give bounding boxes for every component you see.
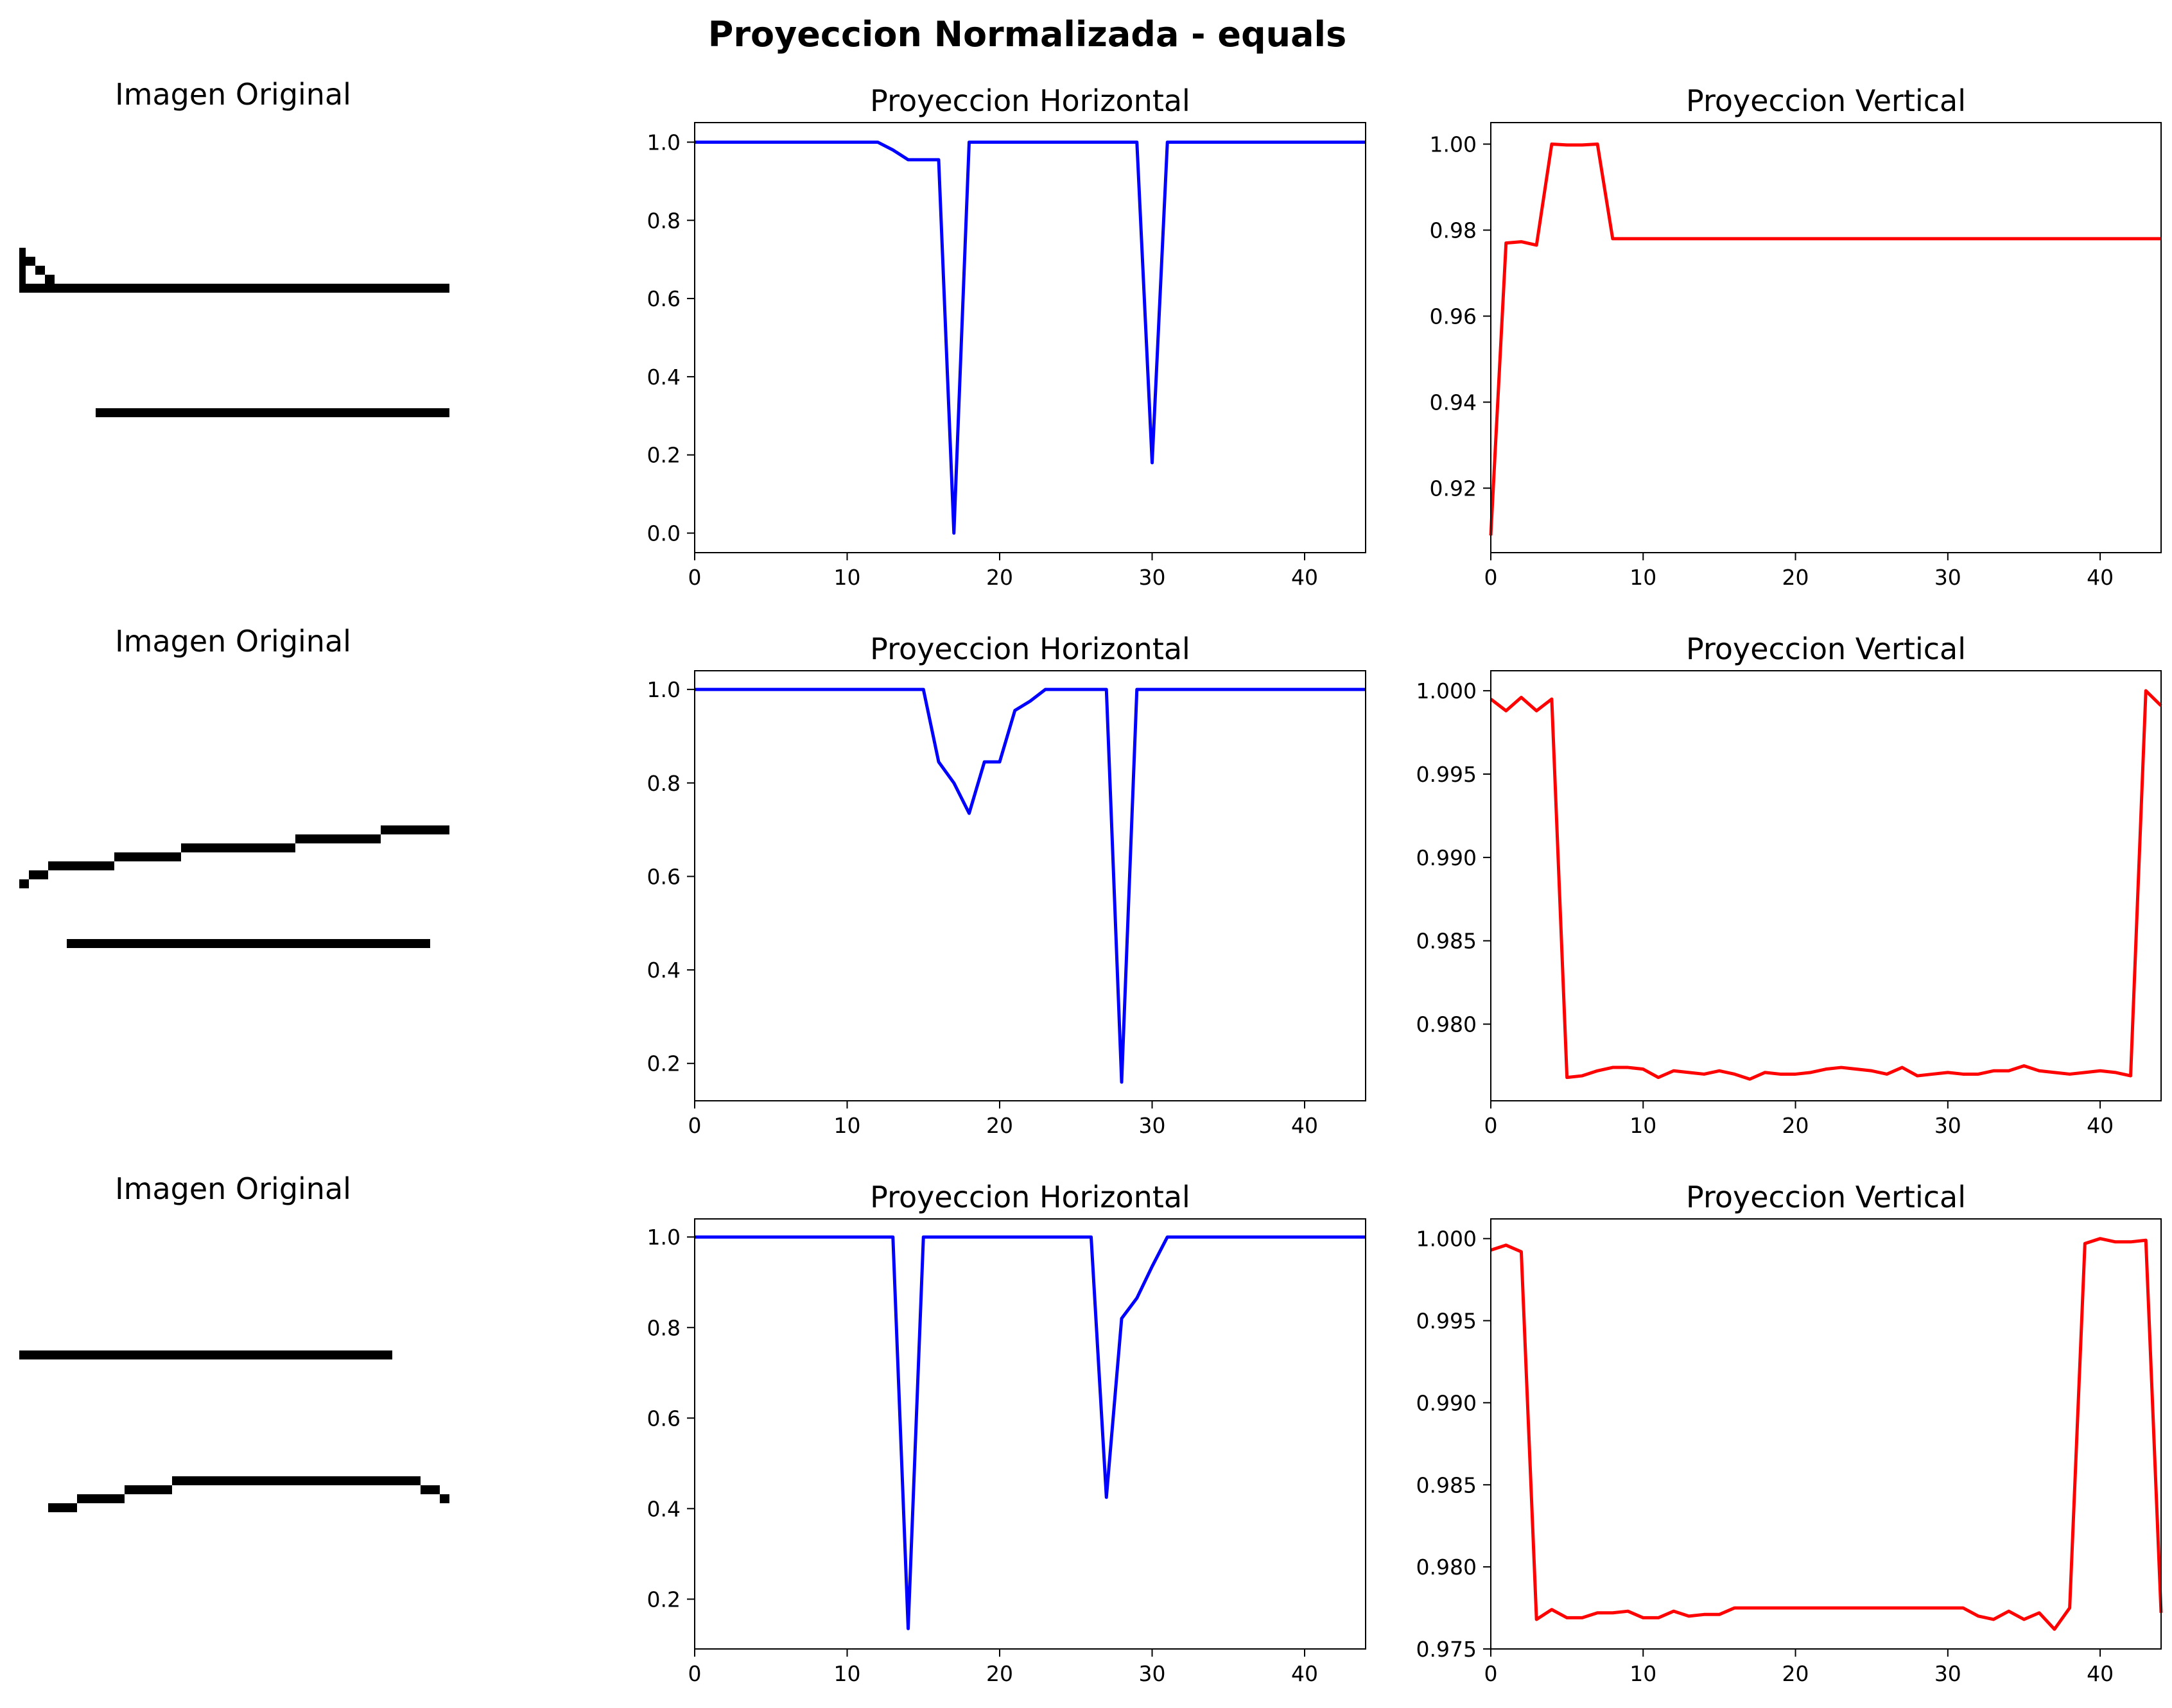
- y-tick-label: 0.94: [1430, 390, 1477, 415]
- y-tick-label: 1.0: [647, 130, 681, 155]
- series-line: [695, 140, 1366, 535]
- axes-frame: [694, 122, 1366, 553]
- x-tick-label: 0: [1484, 565, 1498, 590]
- x-tick-label: 30: [1934, 1661, 1961, 1686]
- x-tick-label: 40: [1291, 1113, 1318, 1138]
- y-tick-label: 0.8: [647, 1315, 681, 1340]
- axes-frame: [1490, 1218, 2162, 1650]
- y-tick-label: 0.2: [647, 1587, 681, 1612]
- equals-glyph-image: [19, 825, 449, 948]
- x-tick-label: 40: [2087, 1661, 2114, 1686]
- x-tick-label: 20: [986, 1113, 1013, 1138]
- y-tick-label: 0.985: [1416, 929, 1477, 954]
- y-tick-label: 1.000: [1416, 1227, 1477, 1252]
- axes-frame: [694, 1218, 1366, 1650]
- charts: Proyeccion Horizontal 0 10 20 30 40 0.0 0.2 0.4 0…: [647, 83, 2163, 1686]
- equals-glyph-image: [19, 248, 449, 417]
- original-image-row-0: Imagen Original: [19, 77, 449, 417]
- series-line: [1489, 142, 2161, 536]
- x-tick-label: 20: [986, 1661, 1013, 1686]
- axes-frame: [694, 670, 1366, 1101]
- original-image-row-1: Imagen Original: [19, 624, 449, 948]
- image-title: Imagen Original: [115, 624, 351, 659]
- y-tick-label: 0.4: [647, 1496, 681, 1521]
- x-tick-label: 20: [1782, 1661, 1809, 1686]
- x-tick-label: 0: [1484, 1661, 1498, 1686]
- x-tick-label: 0: [688, 1113, 702, 1138]
- x-tick-label: 40: [2087, 565, 2114, 590]
- chart-title: Proyeccion Horizontal: [870, 83, 1190, 118]
- y-tick-label: 0.980: [1416, 1012, 1477, 1037]
- chart-title: Proyeccion Vertical: [1686, 1180, 1966, 1214]
- y-tick-label: 0.4: [647, 958, 681, 983]
- y-tick-label: 1.0: [647, 1225, 681, 1250]
- y-tick-label: 1.0: [647, 677, 681, 702]
- x-tick-label: 20: [986, 565, 1013, 590]
- series-line: [1490, 1237, 2163, 1631]
- x-tick-label: 40: [1291, 1661, 1318, 1686]
- x-tick-label: 30: [1934, 565, 1961, 590]
- x-tick-label: 10: [1629, 565, 1656, 590]
- chart-title: Proyeccion Horizontal: [870, 632, 1190, 666]
- y-tick-label: 0.6: [647, 1406, 681, 1431]
- y-tick-label: 0.995: [1416, 762, 1477, 787]
- x-tick-label: 0: [688, 1661, 702, 1686]
- y-tick-label: 0.0: [647, 521, 681, 546]
- y-tick-label: 0.96: [1430, 304, 1477, 329]
- chart-horizontal-row-2: Proyeccion Horizontal 0 10 20 30 40 0.2 0.4 0.6 0…: [647, 1180, 1366, 1686]
- x-tick-label: 20: [1782, 1113, 1809, 1138]
- x-tick-label: 10: [834, 565, 861, 590]
- x-tick-label: 20: [1782, 565, 1809, 590]
- equals-glyph-image: [19, 1350, 449, 1512]
- chart-vertical-row-0: Proyeccion Vertical 0 10 20 30 40 0.92 0.94 0.96…: [1430, 83, 2162, 590]
- y-tick-label: 0.975: [1416, 1637, 1477, 1662]
- axes-frame: [1490, 122, 2162, 553]
- axes-frame: [1490, 670, 2162, 1101]
- x-tick-label: 10: [1629, 1113, 1656, 1138]
- y-tick-label: 1.00: [1430, 132, 1477, 157]
- chart-title: Proyeccion Vertical: [1686, 632, 1966, 666]
- x-tick-label: 0: [1484, 1113, 1498, 1138]
- chart-vertical-row-2: Proyeccion Vertical 0 10 20 30 40 0.975 0.980 0.…: [1416, 1180, 2163, 1686]
- series-line: [695, 687, 1366, 1084]
- y-tick-label: 0.990: [1416, 1390, 1477, 1415]
- y-tick-label: 0.2: [647, 1051, 681, 1076]
- x-tick-label: 10: [1629, 1661, 1656, 1686]
- y-tick-label: 0.990: [1416, 845, 1477, 870]
- y-tick-label: 0.2: [647, 443, 681, 468]
- y-tick-label: 0.92: [1430, 476, 1477, 501]
- x-tick-label: 30: [1139, 1661, 1166, 1686]
- image-title: Imagen Original: [115, 1171, 351, 1206]
- chart-title: Proyeccion Vertical: [1686, 83, 1966, 118]
- x-tick-label: 30: [1934, 1113, 1961, 1138]
- y-tick-label: 0.6: [647, 286, 681, 311]
- figure-title: Proyeccion Normalizada - equals: [708, 14, 1346, 55]
- series-line: [1490, 689, 2162, 1081]
- y-tick-label: 0.8: [647, 208, 681, 233]
- y-tick-label: 0.6: [647, 864, 681, 889]
- y-tick-label: 0.995: [1416, 1309, 1477, 1334]
- y-tick-label: 1.000: [1416, 678, 1477, 703]
- chart-title: Proyeccion Horizontal: [870, 1180, 1190, 1214]
- x-tick-label: 40: [2087, 1113, 2114, 1138]
- x-tick-label: 10: [834, 1661, 861, 1686]
- y-tick-label: 0.8: [647, 771, 681, 796]
- chart-vertical-row-1: Proyeccion Vertical 0 10 20 30 40 0.980 0.985 0.…: [1416, 632, 2162, 1138]
- x-tick-label: 30: [1139, 565, 1166, 590]
- x-tick-label: 10: [834, 1113, 861, 1138]
- y-tick-label: 0.98: [1430, 218, 1477, 243]
- image-title: Imagen Original: [115, 77, 351, 112]
- original-image-row-2: Imagen Original: [19, 1171, 449, 1512]
- series-line: [695, 1235, 1366, 1630]
- y-tick-label: 0.980: [1416, 1555, 1477, 1580]
- chart-horizontal-row-1: Proyeccion Horizontal 0 10 20 30 40 0.2 0.4 0.6 0…: [647, 632, 1366, 1138]
- chart-horizontal-row-0: Proyeccion Horizontal 0 10 20 30 40 0.0 0.2 0.4 0…: [647, 83, 1366, 590]
- x-tick-label: 0: [688, 565, 702, 590]
- y-tick-label: 0.985: [1416, 1472, 1477, 1497]
- x-tick-label: 30: [1139, 1113, 1166, 1138]
- x-tick-label: 40: [1291, 565, 1318, 590]
- y-tick-label: 0.4: [647, 365, 681, 390]
